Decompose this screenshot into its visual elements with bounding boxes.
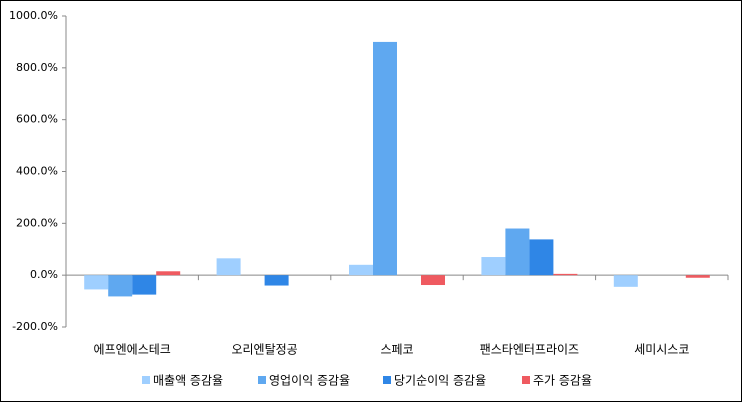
bar: [613, 275, 638, 287]
legend-swatch: [383, 376, 391, 384]
y-tick-label: 200.0%: [16, 216, 58, 229]
bar: [216, 258, 241, 276]
bar: [505, 228, 530, 276]
bar: [108, 275, 133, 297]
x-tick-label: 오리엔탈정공: [231, 343, 297, 357]
y-tick-label: -200.0%: [12, 320, 58, 333]
x-tick-label: 에프엔에스테크: [94, 343, 171, 357]
bar: [529, 239, 554, 276]
y-tick-label: 600.0%: [16, 113, 58, 126]
bar: [84, 275, 109, 290]
legend-label: 당기순이익 증감율: [394, 374, 486, 388]
bar: [132, 275, 157, 295]
x-tick-label: 세미시스코: [634, 343, 689, 357]
y-tick-label: 800.0%: [16, 61, 58, 74]
y-tick-label: 1000.0%: [9, 9, 58, 22]
legend-label: 주가 증감율: [533, 374, 592, 388]
legend-swatch: [522, 376, 530, 384]
x-tick-label: 팬스타엔터프라이즈: [480, 343, 579, 357]
bar: [421, 275, 445, 286]
legend-label: 영업이익 증감율: [269, 374, 350, 388]
legend-swatch: [258, 376, 266, 384]
legend-label: 매출액 증감율: [153, 374, 223, 388]
bar: [156, 271, 181, 276]
legend-swatch: [142, 376, 150, 384]
bar: [685, 275, 710, 278]
bar: [553, 273, 578, 276]
bar: [349, 264, 373, 276]
y-tick-label: 400.0%: [16, 165, 58, 178]
y-tick-label: 0.0%: [30, 268, 58, 281]
x-tick-label: 스페코: [380, 343, 413, 357]
bar: [264, 275, 289, 286]
bar: [481, 257, 506, 276]
bar: [373, 41, 397, 276]
